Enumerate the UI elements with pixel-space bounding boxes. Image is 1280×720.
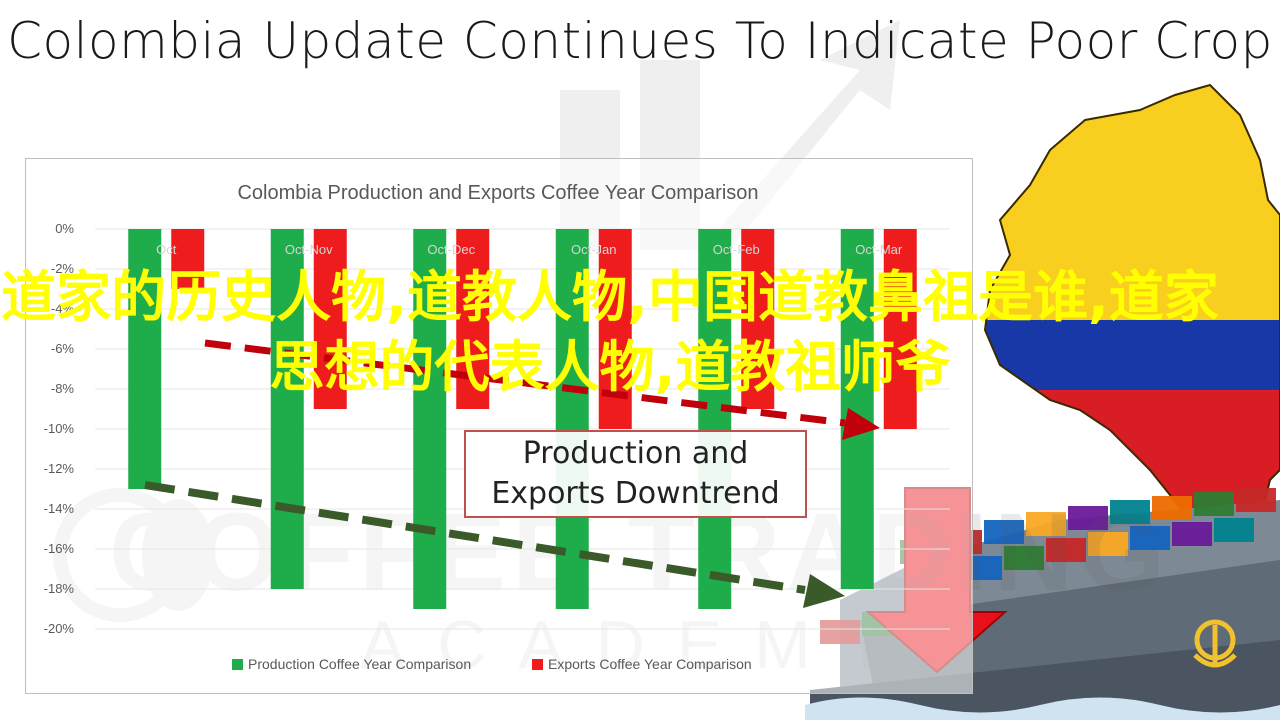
exports-bar	[883, 229, 917, 429]
overlay-chinese-text: 道家的历史人物,道教人物,中国道教鼻祖是谁,道家思想的代表人物,道教祖师爷	[1, 265, 1219, 399]
y-tick-label: -4%	[51, 301, 75, 316]
legend-swatch-production	[232, 659, 243, 670]
legend-swatch-exports	[532, 659, 543, 670]
y-tick-label: -12%	[44, 461, 75, 476]
y-tick-label: -16%	[44, 541, 75, 556]
y-tick-label: -18%	[44, 581, 75, 596]
y-tick-label: -8%	[51, 381, 75, 396]
x-category-label: Oct	[156, 242, 177, 257]
chart-frame	[25, 158, 973, 694]
x-category-label: Oct-Jan	[571, 242, 617, 257]
x-category-label: Oct-Feb	[713, 242, 760, 257]
y-tick-label: -20%	[44, 621, 75, 636]
legend-label-production: Production Coffee Year Comparison	[248, 656, 471, 672]
x-category-label: Oct-Dec	[427, 242, 475, 257]
page-headline: Colombia Update Continues To Indicate Po…	[7, 12, 1273, 70]
chart-title: Colombia Production and Exports Coffee Y…	[237, 182, 758, 204]
legend-label-exports: Exports Coffee Year Comparison	[548, 656, 752, 672]
y-tick-label: -2%	[51, 261, 75, 276]
downtrend-callout: Production and Exports Downtrend	[464, 430, 807, 518]
x-category-label: Oct-Mar	[855, 242, 903, 257]
production-bar	[128, 229, 162, 489]
y-tick-label: -6%	[51, 341, 75, 356]
y-tick-label: -10%	[44, 421, 75, 436]
exports-bar	[171, 229, 205, 289]
y-tick-label: -14%	[44, 501, 75, 516]
y-tick-label: 0%	[55, 221, 74, 236]
x-category-label: Oct-Nov	[285, 242, 333, 257]
